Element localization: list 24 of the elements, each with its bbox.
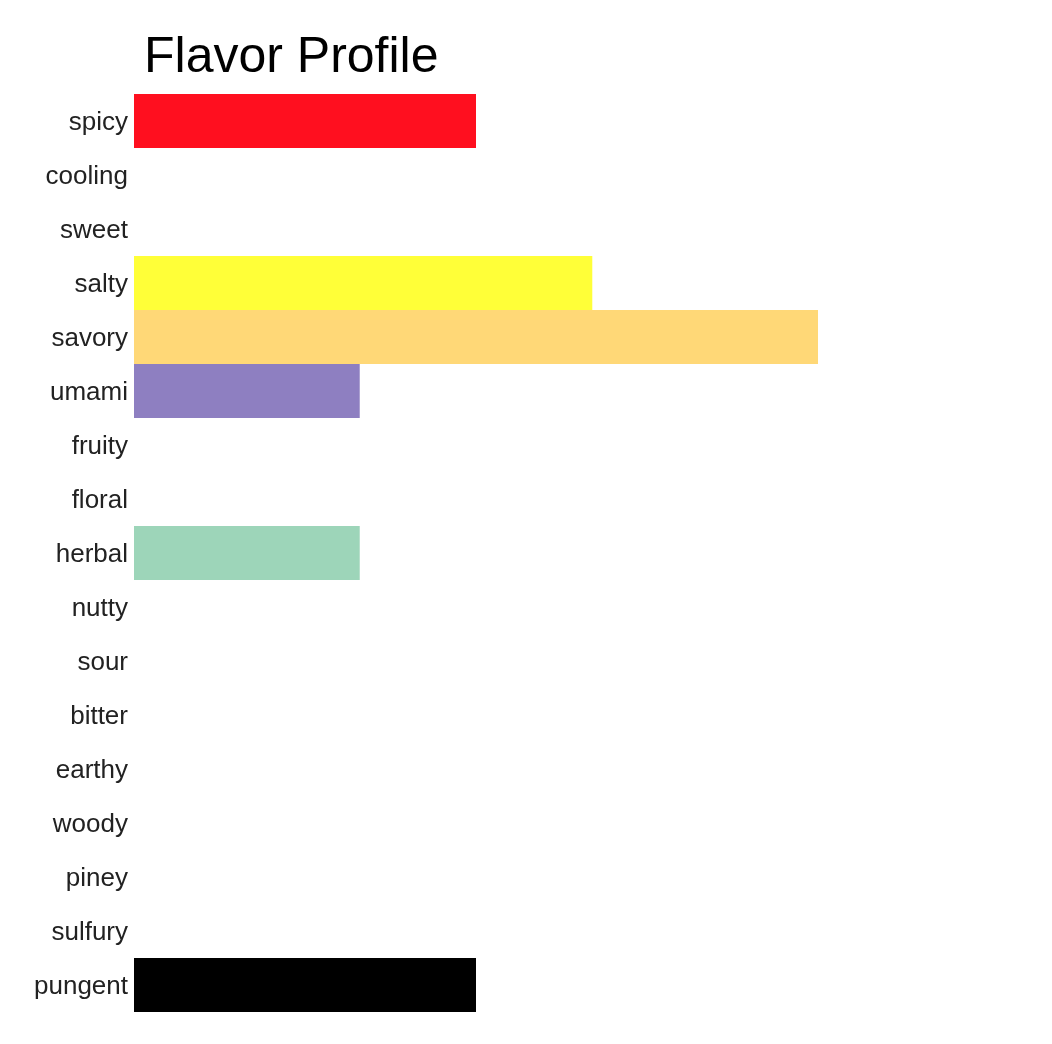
bar <box>134 364 360 418</box>
y-tick-label: umami <box>49 376 128 407</box>
y-tick-label: sulfury <box>51 916 128 947</box>
y-tick-label: pungent <box>34 970 129 1001</box>
y-tick-label: piney <box>65 862 128 893</box>
y-tick-label: bitter <box>70 700 129 731</box>
bar <box>134 310 818 364</box>
y-tick-label: cooling <box>45 160 128 191</box>
bar <box>134 526 360 580</box>
y-tick-label: earthy <box>55 754 128 785</box>
chart-title: Flavor Profile <box>144 27 439 83</box>
bar <box>134 256 593 310</box>
y-tick-label: fruity <box>71 430 128 461</box>
bar <box>134 958 476 1012</box>
y-tick-label: spicy <box>68 106 128 137</box>
bar <box>134 94 476 148</box>
y-tick-label: sweet <box>60 214 129 245</box>
y-tick-label: floral <box>71 484 128 515</box>
y-tick-label: nutty <box>71 592 128 623</box>
y-tick-label: woody <box>51 808 128 839</box>
y-tick-label: sour <box>77 646 129 677</box>
y-tick-label: herbal <box>55 538 128 569</box>
y-tick-label: salty <box>74 268 128 299</box>
y-tick-label: savory <box>51 322 128 353</box>
